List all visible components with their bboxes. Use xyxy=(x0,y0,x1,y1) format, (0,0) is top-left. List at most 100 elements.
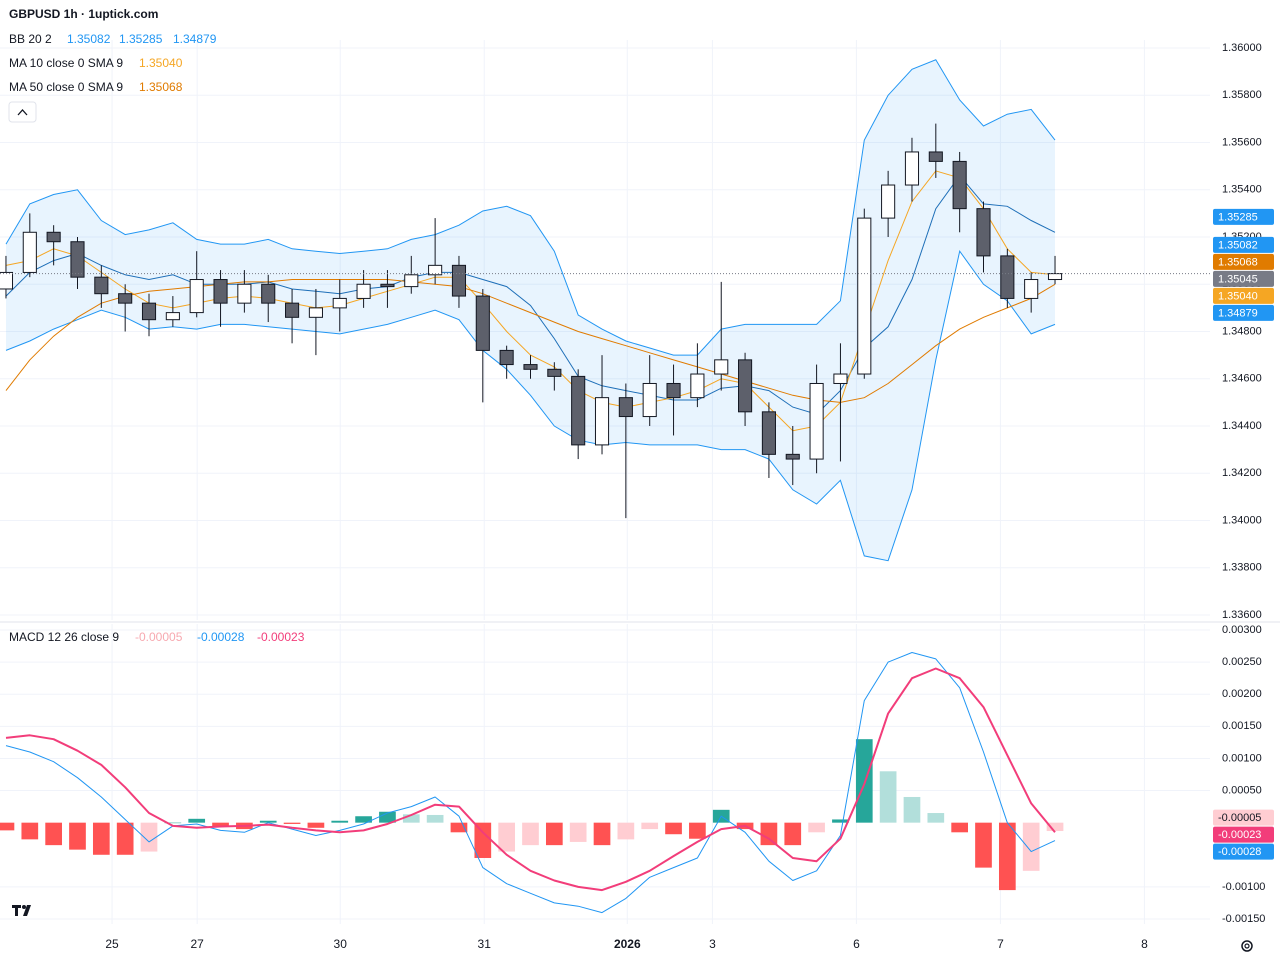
histogram-bar xyxy=(188,818,206,823)
y-tick-label: 1.34600 xyxy=(1222,373,1262,385)
price-tag-label: 1.35040 xyxy=(1218,290,1258,302)
candle-body xyxy=(118,293,133,304)
y-tick-label: 1.34800 xyxy=(1222,325,1262,337)
histogram-bar xyxy=(832,819,849,823)
histogram-bar xyxy=(116,822,134,855)
price-tag xyxy=(1213,843,1274,860)
chart-title: GBPUSD 1h · 1uptick.com xyxy=(9,7,158,21)
candle-body xyxy=(881,184,896,219)
candle-body xyxy=(380,283,395,288)
price-tag-label: 1.34879 xyxy=(1218,307,1258,319)
histogram-bar xyxy=(307,822,325,828)
signal-line xyxy=(5,667,1056,892)
histogram-bar xyxy=(212,822,229,827)
candle-body xyxy=(237,283,252,304)
histogram-bar xyxy=(498,822,515,852)
price-tag xyxy=(1213,236,1274,253)
collapse-button[interactable] xyxy=(8,101,37,123)
candle-body xyxy=(285,302,300,318)
legend-name: BB 20 2 xyxy=(9,32,52,46)
candle-body xyxy=(404,274,419,288)
candle-body xyxy=(94,276,109,295)
moving-average-line xyxy=(5,279,1056,403)
gear-icon[interactable] xyxy=(1241,940,1253,952)
candle-body xyxy=(976,208,991,257)
histogram-bar xyxy=(1022,822,1040,871)
x-tick-label: 7 xyxy=(997,937,1004,951)
histogram-bar xyxy=(355,816,372,823)
candle-body xyxy=(213,279,228,304)
chevron-icon[interactable] xyxy=(17,109,28,116)
price-tag-label: 1.35285 xyxy=(1218,211,1258,223)
price-tag-label: -0.00028 xyxy=(1218,846,1261,858)
candle-body xyxy=(833,373,848,384)
y-tick-label: -0.00100 xyxy=(1222,881,1265,893)
candle-body xyxy=(523,364,538,370)
y-tick-label: 1.35600 xyxy=(1222,136,1262,148)
y-tick-label: 1.34400 xyxy=(1222,420,1262,432)
candle-body xyxy=(714,359,729,375)
candle-body xyxy=(666,382,681,399)
candle-body xyxy=(499,349,514,366)
candle-body xyxy=(928,151,943,162)
y-tick-label: 0.00200 xyxy=(1222,688,1262,700)
y-tick-label: 0.00050 xyxy=(1222,784,1262,796)
histogram-bar xyxy=(879,771,897,823)
legend-name: MACD 12 26 close 9 xyxy=(9,630,119,644)
histogram-bar xyxy=(92,822,110,855)
legend-name: MA 10 close 0 SMA 9 xyxy=(9,56,123,70)
x-tick-label: 25 xyxy=(105,937,119,951)
histogram-bar xyxy=(259,820,277,823)
legend-value: 1.35082 xyxy=(67,32,111,46)
candle-body xyxy=(761,411,776,455)
price-tag xyxy=(1213,304,1274,321)
histogram-bar xyxy=(760,822,778,846)
settings-button[interactable] xyxy=(1241,940,1253,952)
histogram-bar xyxy=(617,822,635,840)
price-tag xyxy=(1213,253,1274,270)
histogram-bar xyxy=(379,811,396,823)
logo-part xyxy=(15,905,18,916)
x-tick-label: 8 xyxy=(1141,937,1148,951)
histogram-bar xyxy=(545,822,563,846)
histogram-bar xyxy=(641,822,659,830)
histogram-bar xyxy=(808,822,825,833)
candle-body xyxy=(952,160,967,210)
gear-hub[interactable] xyxy=(1244,943,1250,949)
x-tick-label: 30 xyxy=(334,937,348,951)
histogram-bar xyxy=(0,822,15,831)
logo-part xyxy=(23,905,31,916)
candle-body xyxy=(690,373,705,399)
y-tick-label: 1.33800 xyxy=(1222,562,1262,574)
histogram-bar xyxy=(927,813,945,823)
price-tag xyxy=(1213,270,1274,287)
histogram-bar xyxy=(164,822,182,824)
histogram-bar xyxy=(1046,822,1064,832)
y-tick-label: 1.35400 xyxy=(1222,184,1262,196)
histogram-bar xyxy=(426,814,444,823)
histogram-bar xyxy=(593,822,611,846)
legend-value: 1.35285 xyxy=(119,32,163,46)
histogram-bar xyxy=(689,822,706,839)
y-tick-label: 1.36000 xyxy=(1222,42,1262,54)
y-tick-label: -0.00150 xyxy=(1222,913,1265,925)
x-tick-label: 27 xyxy=(190,937,204,951)
price-tag-label: 1.35068 xyxy=(1218,256,1258,268)
price-tag-label: -0.00005 xyxy=(1218,812,1261,824)
y-tick-label: 0.00300 xyxy=(1222,624,1262,636)
axes: 1.33600 1.33800 1.34000 1.34200 1.34400 1.346… xyxy=(9,32,1274,951)
candle-body xyxy=(785,453,800,460)
candle-body xyxy=(809,382,824,460)
candle-body xyxy=(571,375,586,446)
histogram-bar xyxy=(21,822,39,840)
price-tag xyxy=(1213,208,1274,225)
y-tick-label: 1.35800 xyxy=(1222,89,1262,101)
y-tick-label: 0.00250 xyxy=(1222,656,1262,668)
button-frame[interactable] xyxy=(8,101,37,123)
histogram-bar xyxy=(522,822,539,846)
candle-body xyxy=(642,382,657,418)
x-tick-label: 6 xyxy=(853,937,860,951)
